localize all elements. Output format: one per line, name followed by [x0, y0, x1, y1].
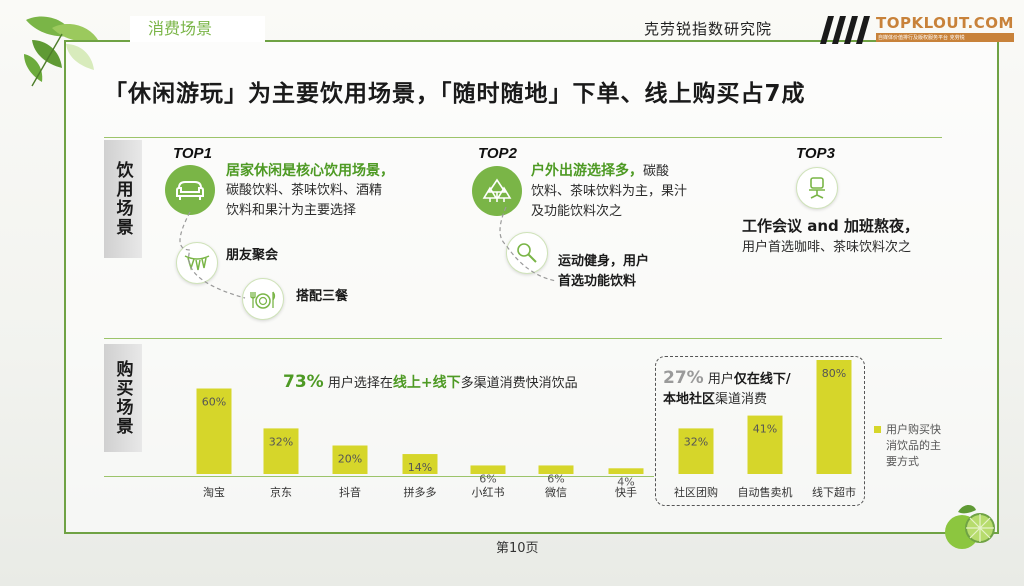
top2-sub-text: 运动健身，用户 首选功能饮料 — [558, 252, 649, 292]
brand-logo: TOPKLOUT.COM 自媒体价值排行及版权服务平台 克劳锐 — [876, 14, 1014, 42]
offline-stat-pre: 用户 — [707, 372, 734, 387]
data-label-自动售卖机: 41% — [753, 423, 777, 436]
top3-label: TOP3 — [796, 145, 835, 162]
brand-name: TOPKLOUT.COM — [876, 14, 1014, 32]
online-stat-pct: 73% — [283, 372, 324, 392]
data-label-社区团购: 32% — [684, 435, 708, 448]
data-label-线下超市: 80% — [822, 367, 846, 380]
offline-stat-hl1: 仅在线下/ — [733, 372, 791, 387]
online-stat: 73% 用户选择在线上+线下多渠道消费快消饮品 — [283, 372, 578, 392]
offline-stat-line1: 27% 用户仅在线下/ — [663, 368, 791, 390]
chart-legend: 用户购买快 消饮品的主 要方式 — [874, 422, 941, 470]
stripes-logo-icon — [820, 16, 870, 44]
x-tick-快手: 快手 — [615, 485, 637, 499]
page-number: 第10页 — [496, 541, 539, 556]
three-meals-label: 搭配三餐 — [296, 289, 349, 304]
plate-utensils-icon — [242, 278, 284, 320]
offline-stat-post: 渠道消费 — [715, 392, 768, 407]
section-tag: 消费场景 — [130, 16, 265, 42]
online-stat-hl: 线上+线下 — [392, 375, 461, 391]
bar-自动售卖机 — [747, 415, 783, 474]
x-tick-社区团购: 社区团购 — [674, 485, 718, 499]
bunting-icon — [176, 242, 218, 284]
data-label-小红书: 6% — [479, 472, 496, 485]
top2-body-line2: 及功能饮料次之 — [531, 204, 623, 219]
bar-小红书 — [470, 465, 506, 474]
bar-京东 — [263, 428, 299, 474]
bar-拼多多 — [402, 454, 438, 474]
legend-line1: 用户购买快 — [886, 423, 941, 436]
scenes-label: 饮用场景 — [104, 140, 142, 258]
offline-stat: 27% 用户仅在线下/ 本地社区渠道消费 — [663, 368, 791, 410]
brand-subtitle: 自媒体价值排行及版权服务平台 克劳锐 — [876, 33, 1014, 42]
page-title: 「休闲游玩」为主要饮用场景，「随时随地」下单、线上购买占7成 — [104, 81, 806, 107]
bar-线下超市 — [816, 360, 852, 474]
online-stat-post: 多渠道消费快消饮品 — [460, 376, 578, 391]
legend-text: 用户购买快 消饮品的主 要方式 — [874, 422, 941, 470]
divider-top — [104, 137, 942, 138]
top2-lead-tail: 碳酸 — [643, 164, 670, 179]
top2-lead: 户外出游选择多， — [531, 163, 643, 179]
top3-lead: 工作会议 and 加班熬夜， — [742, 217, 919, 235]
office-chair-icon — [796, 167, 838, 209]
legend-line2: 消饮品的主 — [886, 439, 941, 452]
bar-社区团购 — [678, 428, 714, 474]
connector-curve-left — [179, 211, 246, 299]
friends-gathering-label: 朋友聚会 — [226, 248, 279, 263]
top1-text: 居家休闲是核心饮用场景， 碳酸饮料、茶味饮料、酒精 饮料和果汁为主要选择 — [226, 161, 456, 221]
divider-bottom — [104, 476, 654, 477]
x-tick-抖音: 抖音 — [339, 485, 361, 499]
offline-stat-pct: 27% — [663, 368, 704, 388]
data-label-微信: 6% — [547, 472, 564, 485]
divider-middle — [104, 338, 942, 339]
legend-line3: 要方式 — [886, 455, 919, 468]
data-label-快手: 4% — [617, 475, 634, 488]
x-tick-京东: 京东 — [270, 485, 292, 499]
x-tick-自动售卖机: 自动售卖机 — [738, 485, 793, 499]
top2-body-line1: 饮料、茶味饮料为主，果汁 — [531, 184, 688, 199]
lime-decoration-icon — [945, 505, 995, 549]
institute-name: 克劳锐指数研究院 — [644, 20, 773, 38]
purchase-label: 购买场景 — [104, 344, 142, 452]
bar-微信 — [538, 465, 574, 474]
offline-stat-hl2: 本地社区 — [663, 392, 716, 407]
data-label-拼多多: 14% — [408, 461, 432, 474]
data-label-京东: 32% — [269, 435, 293, 448]
trees-icon — [472, 166, 522, 216]
x-tick-线下超市: 线下超市 — [812, 485, 856, 499]
badminton-icon — [506, 232, 548, 274]
top3-body: 用户首选咖啡、茶味饮料次之 — [742, 240, 912, 255]
top1-label: TOP1 — [173, 145, 212, 162]
offline-stat-line2: 本地社区渠道消费 — [663, 390, 791, 410]
top2-lead-line: 户外出游选择多，碳酸 — [531, 161, 731, 182]
x-tick-小红书: 小红书 — [472, 486, 505, 499]
top2-sub-line1: 运动健身，用户 — [558, 254, 650, 269]
bar-淘宝 — [196, 388, 232, 474]
top1-body-line1: 碳酸饮料、茶味饮料、酒精 — [226, 183, 383, 198]
top2-sub-line2: 首选功能饮料 — [558, 274, 637, 289]
data-label-淘宝: 60% — [202, 396, 226, 409]
data-label-抖音: 20% — [338, 453, 362, 466]
top2-label: TOP2 — [478, 145, 517, 162]
top1-body-line2: 饮料和果汁为主要选择 — [226, 203, 357, 218]
online-stat-pre: 用户选择在 — [327, 376, 393, 391]
sofa-icon — [165, 165, 215, 215]
legend-swatch — [874, 426, 881, 433]
offline-channel-box — [655, 356, 865, 506]
x-tick-拼多多: 拼多多 — [404, 485, 437, 499]
x-tick-微信: 微信 — [545, 485, 567, 499]
connector-curve-mid — [499, 206, 557, 282]
top2-text: 户外出游选择多，碳酸 饮料、茶味饮料为主，果汁 及功能饮料次之 — [531, 161, 731, 222]
bar-抖音 — [332, 445, 368, 474]
top1-lead: 居家休闲是核心饮用场景， — [226, 163, 394, 179]
bar-快手 — [608, 468, 644, 474]
x-tick-淘宝: 淘宝 — [203, 485, 225, 499]
